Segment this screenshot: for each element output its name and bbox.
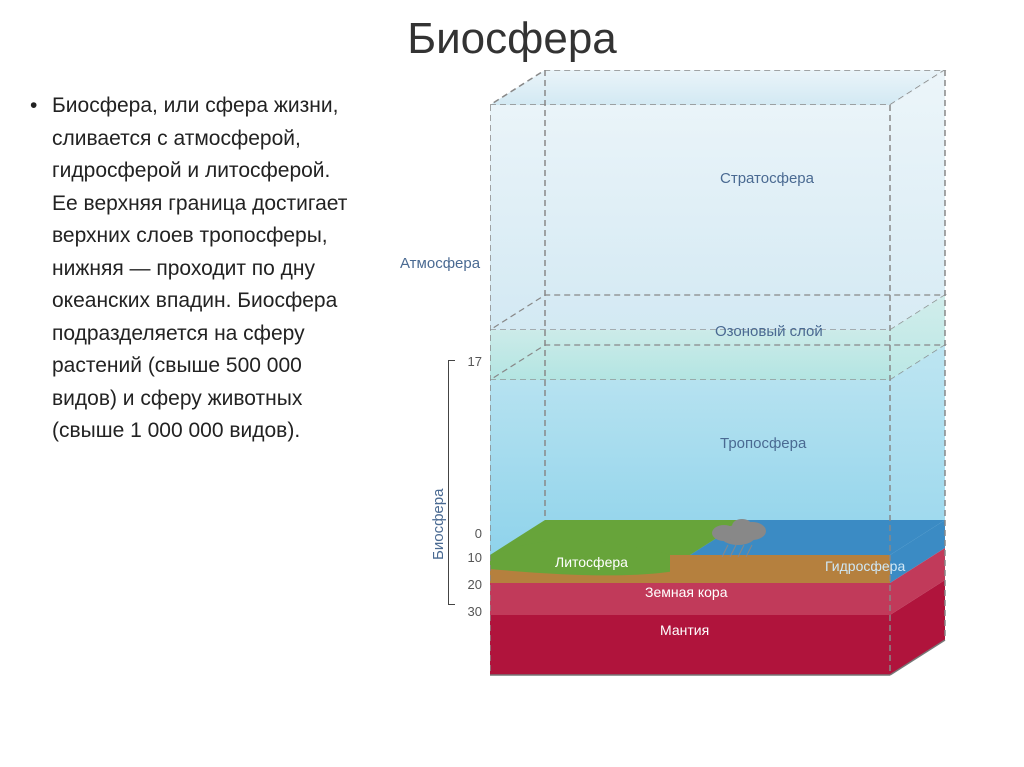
biosphere-bracket (448, 360, 449, 605)
content-row: Биосфера, или сфера жизни, сливается с а… (0, 70, 1024, 710)
scale-17: 17 (452, 354, 482, 369)
troposphere-label: Тропосфера (720, 435, 806, 452)
lithosphere-label: Литосфера (555, 554, 628, 570)
ozone-label: Озоновый слой (715, 323, 823, 340)
atmosphere-label: Атмосфера (400, 255, 480, 272)
scale-30: 30 (452, 604, 482, 619)
diagram-column: Атмосфера Биосфера 17 0 10 20 30 (370, 70, 994, 710)
scale-10: 10 (452, 550, 482, 565)
biosphere-label: Биосфера (430, 489, 447, 560)
stratosphere-label: Стратосфера (720, 170, 814, 187)
scale-0: 0 (452, 526, 482, 541)
crust-label: Земная кора (645, 584, 728, 600)
body-paragraph: Биосфера, или сфера жизни, сливается с а… (30, 90, 360, 448)
diagram-3d: Стратосфера Озоновый слой Тропосфера Лит… (490, 70, 950, 690)
scale-20: 20 (452, 577, 482, 592)
mantle-label: Мантия (660, 622, 709, 638)
page-title: Биосфера (0, 0, 1024, 70)
hydrosphere-label: Гидросфера (825, 558, 905, 574)
text-column: Биосфера, или сфера жизни, сливается с а… (30, 70, 370, 710)
